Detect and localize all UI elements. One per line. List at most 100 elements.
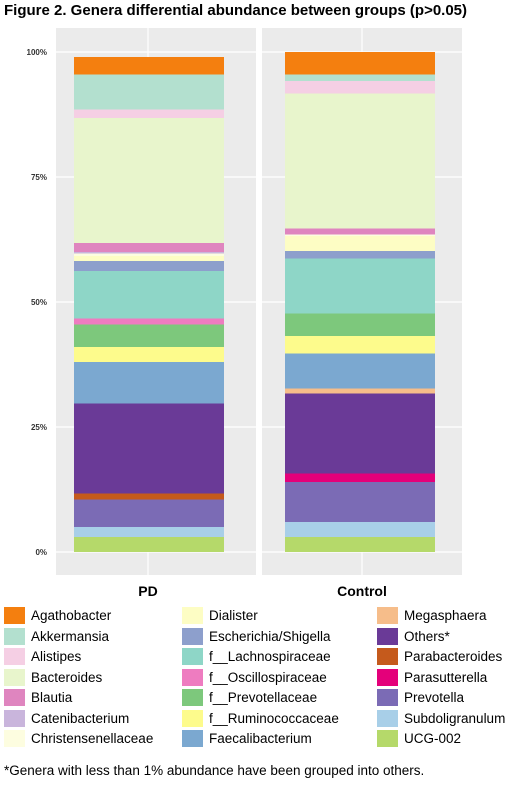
- bar-segment: [285, 81, 435, 94]
- legend-item: f__Oscillospiraceae: [182, 668, 327, 687]
- legend-item: Parasutterella: [377, 668, 487, 687]
- legend-item: Prevotella: [377, 688, 464, 707]
- bar-segment: [74, 118, 224, 243]
- y-tick-label: 75%: [31, 173, 47, 182]
- bar-segment: [74, 109, 224, 118]
- legend-swatch: [182, 627, 203, 645]
- legend-swatch: [377, 709, 398, 727]
- bar-segment: [285, 473, 435, 482]
- legend-swatch: [4, 627, 25, 645]
- legend-swatch: [377, 689, 398, 706]
- facet-panel-control: Control: [262, 28, 462, 599]
- bar-segment: [74, 347, 224, 362]
- legend-label: UCG-002: [404, 731, 462, 746]
- legend-label: Faecalibacterium: [209, 731, 312, 746]
- legend-swatch: [182, 607, 203, 624]
- legend-item: f__Ruminococcaceae: [182, 709, 339, 728]
- bar-segment: [285, 228, 435, 235]
- legend-swatch: [377, 607, 398, 624]
- legend-item: Bacteroides: [4, 668, 102, 687]
- legend-swatch: [182, 709, 203, 727]
- legend-item: f__Prevotellaceae: [182, 688, 317, 707]
- y-tick-label: 50%: [31, 298, 47, 307]
- legend-item: Akkermansia: [4, 627, 109, 646]
- legend-swatch: [377, 648, 398, 665]
- legend-label: Blautia: [31, 690, 73, 705]
- bar-segment: [74, 403, 224, 494]
- legend-label: Parabacteroides: [404, 649, 503, 664]
- bar-segment: [285, 234, 435, 236]
- bar-segment: [74, 271, 224, 319]
- bar-segment: [285, 313, 435, 336]
- legend-item: Dialister: [182, 606, 258, 625]
- bar-segment: [285, 93, 435, 229]
- legend-item: Subdoligranulum: [377, 709, 505, 728]
- legend-item: Escherichia/Shigella: [182, 627, 331, 646]
- bar-segment: [285, 353, 435, 389]
- bar-segment: [285, 74, 435, 81]
- bar-segment: [285, 482, 435, 522]
- bar-segment: [285, 236, 435, 251]
- bar-segment: [74, 256, 224, 261]
- bar-segment: [285, 522, 435, 537]
- bar-segment: [285, 537, 435, 552]
- figure-title: Figure 2. Genera differential abundance …: [4, 2, 468, 19]
- legend-item: Faecalibacterium: [182, 729, 312, 748]
- figure-footnote: *Genera with less than 1% abundance have…: [4, 763, 425, 778]
- legend-item: Others*: [377, 627, 450, 646]
- legend-label: Parasutterella: [404, 669, 488, 685]
- legend-label: Akkermansia: [31, 628, 110, 644]
- legend-label: Megasphaera: [404, 608, 487, 623]
- bar-segment: [74, 527, 224, 537]
- chart-legend: Agathobacter Akkermansia Alistipes Bacteroi…: [0, 606, 520, 756]
- legend-label: Escherichia/Shigella: [209, 628, 331, 644]
- bar-segment: [74, 57, 224, 75]
- legend-swatch: [4, 730, 25, 747]
- y-tick-label: 100%: [27, 48, 47, 57]
- legend-item: Blautia: [4, 688, 72, 707]
- y-tick-label: 25%: [31, 423, 47, 432]
- bar-segment: [74, 252, 224, 254]
- legend-swatch: [4, 709, 25, 727]
- bar-segment: [74, 324, 224, 347]
- legend-swatch: [377, 730, 398, 747]
- legend-label: Others*: [404, 628, 450, 644]
- legend-swatch: [182, 689, 203, 706]
- legend-label: Subdoligranulum: [404, 710, 506, 726]
- legend-swatch: [4, 607, 25, 624]
- bar-segment: [285, 393, 435, 474]
- legend-label: Prevotella: [404, 690, 465, 705]
- legend-swatch: [377, 668, 398, 686]
- legend-item: Alistipes: [4, 647, 81, 666]
- legend-item: Christensenellaceae: [4, 729, 153, 748]
- bar-segment: [74, 493, 224, 500]
- legend-label: f__Oscillospiraceae: [209, 669, 327, 685]
- bar-segment: [74, 362, 224, 404]
- legend-label: Bacteroides: [31, 669, 103, 685]
- legend-item: Parabacteroides: [377, 647, 502, 666]
- bar-segment: [74, 318, 224, 325]
- legend-swatch: [182, 730, 203, 747]
- bar-segment: [74, 253, 224, 256]
- legend-swatch: [182, 668, 203, 686]
- legend-item: f__Lachnospiraceae: [182, 647, 331, 666]
- legend-label: f__Prevotellaceae: [209, 690, 318, 705]
- bar-segment: [285, 251, 435, 259]
- bar-segment: [285, 52, 435, 75]
- legend-label: f__Lachnospiraceae: [209, 649, 331, 664]
- legend-swatch: [4, 648, 25, 665]
- legend-swatch: [4, 668, 25, 686]
- bar-segment: [74, 74, 224, 110]
- legend-label: f__Ruminococcaceae: [209, 710, 339, 726]
- legend-item: Catenibacterium: [4, 709, 129, 728]
- legend-item: UCG-002: [377, 729, 461, 748]
- bar-segment: [74, 243, 224, 252]
- legend-label: Christensenellaceae: [31, 731, 154, 746]
- legend-item: Megasphaera: [377, 606, 487, 625]
- bar-segment: [74, 261, 224, 271]
- facet-label: PD: [138, 583, 157, 599]
- bar-segment: [285, 336, 435, 354]
- stacked-bar-chart: PD Control 0% 25% 50% 75% 100%: [27, 28, 462, 599]
- legend-label: Agathobacter: [31, 608, 112, 623]
- legend-label: Catenibacterium: [31, 710, 130, 726]
